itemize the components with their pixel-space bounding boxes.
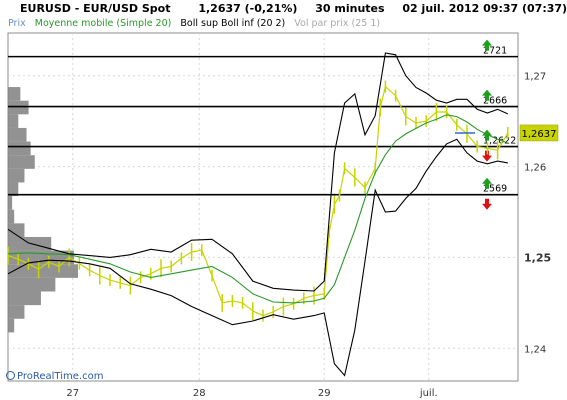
price-level-label: 2721 [483,46,507,57]
legend-moving-average: Moyenne mobile (Simple 20) [34,18,172,29]
watermark: ProRealTime.com [6,371,103,382]
instrument-name: EURUSD - EUR/USD Spot [20,2,171,15]
volume-profile-bar [8,182,19,197]
price-line [7,85,509,317]
y-tick-label: 1,27 [524,72,546,83]
volume-profile-bar [8,114,19,128]
timeframe: 30 minutes [315,2,385,15]
volume-profile-bar [8,100,29,115]
y-tick-label: 1,25 [524,251,551,264]
down-arrow-icon [482,198,492,210]
up-arrow-icon [482,89,492,101]
x-tick-label: 29 [318,388,331,399]
datetime: 02 juil. 2012 09:37 (07:37) [402,2,567,15]
volume-profile-bar [8,127,27,142]
volume-profile-bar [8,236,52,251]
legend-price: Prix [8,18,26,29]
bollinger-upper-line [7,52,509,292]
moving-average-line [7,114,508,304]
price-level-label: 2569 [483,184,507,195]
chart-header: EURUSD - EUR/USD Spot 1,2637 (-0,21%) 30… [20,2,567,15]
legend: Prix Moyenne mobile (Simple 20) Boll sup… [8,18,386,29]
volume-profile-bar [8,264,78,278]
y-tick-label: 1,24 [524,344,546,355]
last-price: 1,2637 (-0,21%) [198,2,298,15]
legend-bollinger: Boll sup Boll inf (20 2) [180,18,286,29]
volume-profile-bar [8,277,56,292]
volume-profile-bar [8,155,35,169]
watermark-text: ProRealTime.com [17,371,104,382]
volume-profile-bar [8,209,15,224]
up-arrow-icon [482,177,492,189]
volume-profile-bar [8,223,25,237]
x-tick-label: juil. [419,388,438,399]
down-arrow-icon [482,150,492,162]
plot-frame [7,32,519,382]
logo-icon [6,371,15,380]
price-level-label: 2666 [483,96,507,107]
price-level-label: 1,2622 [483,136,516,147]
x-tick-label: 28 [193,388,206,399]
volume-profile-bar [8,291,41,306]
volume-profile-bar [8,196,13,210]
y-tick-label: 1,26 [524,163,546,174]
current-price-box [519,124,559,142]
volume-profile-bar [8,305,25,319]
current-price-label: 1,2637 [522,129,557,140]
volume-profile-bar [8,168,25,183]
x-tick-label: 27 [66,388,79,399]
bollinger-lower-line [7,138,508,377]
volume-profile-bar [8,87,21,101]
volume-profile-bar [8,141,31,156]
volume-profile-bar [8,318,15,333]
legend-volume-profile: Vol par prix (25 1) [294,18,381,29]
up-arrow-icon [482,39,492,51]
